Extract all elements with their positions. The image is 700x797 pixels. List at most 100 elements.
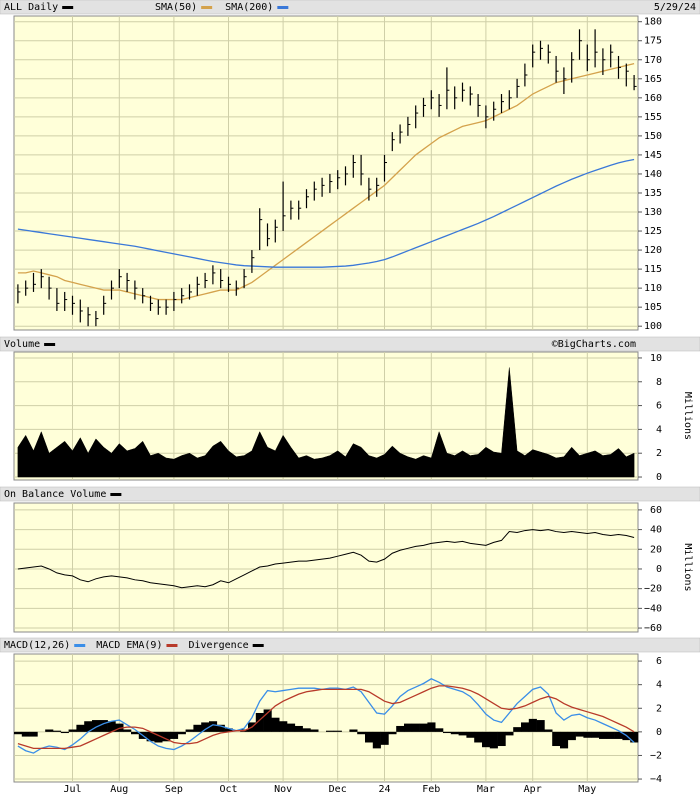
x-tick-label: Nov <box>274 784 292 795</box>
divergence-bar <box>443 731 452 734</box>
y-tick-label: 175 <box>644 36 662 47</box>
y-tick-label: −60 <box>644 623 662 634</box>
divergence-bar <box>372 731 381 749</box>
legend-swatch <box>74 644 86 647</box>
divergence-bar <box>552 731 561 747</box>
plot-area <box>13 653 639 783</box>
divergence-bar <box>404 723 413 732</box>
sma-line <box>17 158 635 268</box>
y-tick-label: 2 <box>656 448 662 459</box>
divergence-bar <box>427 722 436 732</box>
y-tick-label: −2 <box>650 750 662 761</box>
divergence-bar <box>333 730 342 732</box>
y-tick-label: 6 <box>656 401 662 412</box>
divergence-bar <box>505 731 514 736</box>
y-tick-label: 120 <box>644 245 662 256</box>
y-axis-label: Millions <box>682 543 693 591</box>
divergence-bar <box>419 723 428 732</box>
legend-swatch <box>277 6 289 9</box>
divergence-bar <box>146 731 155 742</box>
x-tick-label: Apr <box>524 784 542 795</box>
y-tick-label: 145 <box>644 150 662 161</box>
divergence-bar <box>567 731 576 741</box>
macd-line <box>17 685 635 750</box>
y-tick-label: 140 <box>644 169 662 180</box>
divergence-bar <box>450 731 459 735</box>
divergence-bar <box>388 731 397 735</box>
header-strip <box>0 486 700 502</box>
plot-area <box>13 15 639 331</box>
divergence-bar <box>92 720 101 732</box>
divergence-bar <box>29 731 38 737</box>
y-tick-label: 0 <box>656 472 662 483</box>
divergence-bar <box>474 731 483 743</box>
y-tick-label: 125 <box>644 226 662 237</box>
legend-swatch <box>201 6 213 9</box>
x-tick-label: Sep <box>165 784 183 795</box>
divergence-bar <box>193 724 202 732</box>
divergence-bar <box>380 731 389 745</box>
legend-label: ALL Daily <box>4 2 58 13</box>
divergence-bar <box>14 731 23 735</box>
divergence-bar <box>560 731 569 749</box>
x-tick-label: 24 <box>378 784 390 795</box>
divergence-bar <box>131 731 140 735</box>
divergence-bar <box>396 725 405 732</box>
legend-label: 5/29/24 <box>654 2 696 13</box>
y-tick-label: 100 <box>644 321 662 332</box>
y-tick-label: 0 <box>656 564 662 575</box>
divergence-bar <box>162 731 171 742</box>
divergence-bar <box>76 724 85 732</box>
legend-swatch <box>252 644 264 647</box>
x-tick-label: Dec <box>329 784 347 795</box>
legend-swatch <box>166 644 178 647</box>
obv-line <box>17 529 635 589</box>
y-tick-label: −40 <box>644 603 662 614</box>
x-tick-label: Jul <box>63 784 81 795</box>
divergence-bar <box>365 731 374 743</box>
divergence-bar <box>536 720 545 732</box>
header-strip <box>0 637 700 653</box>
y-tick-label: 150 <box>644 131 662 142</box>
divergence-bar <box>599 731 608 739</box>
legend-swatch <box>110 493 122 496</box>
y-tick-label: 170 <box>644 55 662 66</box>
y-tick-label: 20 <box>650 544 662 555</box>
divergence-bar <box>279 721 288 732</box>
y-tick-label: 165 <box>644 74 662 85</box>
divergence-bar <box>544 729 553 732</box>
divergence-bar <box>99 720 108 732</box>
divergence-bar <box>53 730 62 732</box>
divergence-bar <box>45 729 54 732</box>
divergence-bar <box>224 728 233 732</box>
x-tick-label: Oct <box>219 784 237 795</box>
legend-label: MACD EMA(9) <box>96 640 162 651</box>
legend-label: MACD(12,26) <box>4 640 70 651</box>
divergence-bar <box>513 727 522 732</box>
plot-area <box>13 502 639 633</box>
divergence-bar <box>575 731 584 737</box>
divergence-bar <box>326 730 335 732</box>
y-tick-label: 180 <box>644 17 662 28</box>
y-tick-label: 160 <box>644 93 662 104</box>
divergence-bar <box>123 729 132 732</box>
sma-line <box>17 62 635 301</box>
divergence-bar <box>209 721 218 732</box>
divergence-bar <box>606 731 615 739</box>
divergence-bar <box>466 731 475 738</box>
volume-area <box>17 367 635 478</box>
divergence-bar <box>177 731 186 735</box>
divergence-bar <box>170 731 179 739</box>
divergence-bar <box>294 725 303 732</box>
divergence-bar <box>68 729 77 732</box>
legend-label: Divergence <box>188 640 248 651</box>
divergence-bar <box>357 731 366 735</box>
y-tick-label: 115 <box>644 264 662 275</box>
divergence-bar <box>255 712 264 732</box>
legend-label: On Balance Volume <box>4 489 106 500</box>
divergence-bar <box>216 724 225 732</box>
legend-label: ©BigCharts.com <box>552 339 636 350</box>
x-tick-label: Feb <box>422 784 440 795</box>
